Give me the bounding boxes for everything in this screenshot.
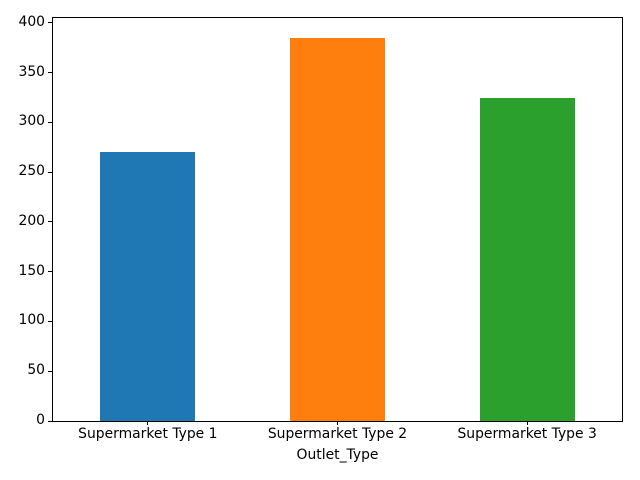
y-tick-mark [48, 420, 52, 422]
y-tick-label: 100 [18, 312, 45, 329]
y-tick-mark [48, 370, 52, 372]
y-tick-mark [48, 171, 52, 173]
bar-supermarket-type-2 [290, 37, 385, 421]
x-tick-label: Supermarket Type 3 [457, 426, 597, 442]
y-tick-label: 250 [18, 163, 45, 180]
x-tick-mark [337, 421, 338, 425]
y-tick-mark [48, 121, 52, 123]
x-tick-label: Supermarket Type 2 [267, 426, 408, 442]
y-tick-label: 300 [18, 113, 45, 130]
y-tick-label: 400 [18, 14, 45, 31]
y-tick-label: 350 [18, 63, 45, 80]
x-tick-mark [526, 421, 528, 425]
bar-supermarket-type-3 [479, 97, 575, 421]
y-tick-label: 150 [18, 262, 45, 279]
y-tick-mark [48, 72, 52, 74]
y-tick-label: 0 [36, 412, 45, 429]
plot-area [52, 17, 623, 422]
y-tick-mark [48, 221, 52, 223]
x-tick-label: Supermarket Type 1 [78, 426, 218, 442]
y-tick-mark [48, 22, 52, 24]
x-axis-title: Outlet_Type [296, 447, 379, 463]
y-tick-label: 200 [18, 213, 45, 230]
y-tick-mark [48, 271, 52, 273]
y-tick-mark [48, 320, 52, 322]
y-tick-label: 50 [27, 362, 45, 379]
x-tick-mark [147, 421, 149, 425]
bar-supermarket-type-1 [100, 152, 196, 421]
